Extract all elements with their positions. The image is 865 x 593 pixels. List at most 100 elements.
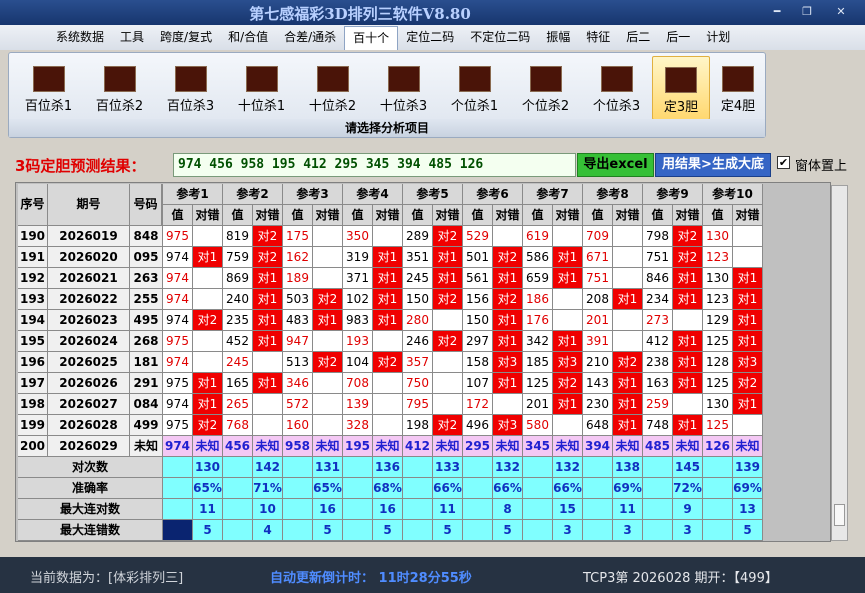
row-key: 193 [18,289,48,310]
result-label: 3码定胆预测结果： [15,155,145,176]
sub-header: 值 [523,205,553,226]
menu-item[interactable]: 系统数据 [48,26,112,50]
ref-result: 对3 [733,352,763,373]
ref-value: 125 [523,373,553,394]
ref-result: 对1 [673,352,703,373]
toolbar-button[interactable]: 个位杀3 [581,56,652,118]
toolbar-buttons: 百位杀1百位杀2百位杀3十位杀1十位杀2十位杀3个位杀1个位杀2个位杀3定3胆定… [13,56,766,120]
summary-value: 132 [493,457,523,478]
row-key: 848 [130,226,163,247]
ref-value: 319 [343,247,373,268]
toolbar-button[interactable]: 百位杀1 [13,56,84,118]
sub-header: 值 [163,205,193,226]
scrollbar[interactable] [831,185,848,541]
toolbar-panel: 百位杀1百位杀2百位杀3十位杀1十位杀2十位杀3个位杀1个位杀2个位杀3定3胆定… [8,52,766,138]
menu-item[interactable]: 特征 [578,26,618,50]
checkbox-label[interactable]: 窗体置上 [795,155,847,174]
ref-value: 947 [283,331,313,352]
result-field[interactable]: 974 456 958 195 412 295 345 394 485 126 [173,153,576,177]
menu-item[interactable]: 定位二码 [398,26,462,50]
ref-value: 748 [643,415,673,436]
ref-result [313,373,343,394]
toolbar-button[interactable]: 个位杀1 [439,56,510,118]
ref-result: 对1 [493,268,523,289]
summary-spacer [583,457,613,478]
ref-value: 394 [583,436,613,457]
ref-value: 195 [343,436,373,457]
summary-spacer [583,499,613,520]
toolbar-button[interactable]: 十位杀2 [297,56,368,118]
ref-value: 125 [703,415,733,436]
ref-value: 619 [523,226,553,247]
ref-value: 185 [523,352,553,373]
summary-spacer [643,457,673,478]
maximize-button[interactable]: ❐ [796,4,818,20]
toolbar-button[interactable]: 定3胆 [652,56,710,120]
menu-item[interactable]: 计划 [698,26,738,50]
ref-value: 345 [523,436,553,457]
ref-result: 对1 [673,373,703,394]
button-icon [33,66,65,92]
row-key: 181 [130,352,163,373]
ref-value: 129 [703,310,733,331]
generate-button[interactable]: 用结果>生成大底 [655,153,771,177]
menu-item[interactable]: 振幅 [538,26,578,50]
menu-item[interactable]: 工具 [112,26,152,50]
summary-value: 142 [253,457,283,478]
ref-value: 975 [163,331,193,352]
summary-value: 5 [733,520,763,541]
summary-value: 66% [433,478,463,499]
ref-result: 未知 [373,436,403,457]
menu-item[interactable]: 不定位二码 [462,26,538,50]
toolbar-button[interactable]: 百位杀2 [84,56,155,118]
summary-spacer [283,520,313,541]
sub-header: 对错 [313,205,343,226]
ref-result [613,247,643,268]
summary-value: 16 [313,499,343,520]
row-key: 2026021 [48,268,130,289]
ref-result: 对1 [373,247,403,268]
close-button[interactable]: ✕ [830,4,852,20]
toolbar-button[interactable]: 定4胆 [710,56,766,118]
ref-value: 561 [463,268,493,289]
group-header: 参考9 [643,184,703,205]
summary-spacer [223,499,253,520]
ref-value: 165 [223,373,253,394]
ref-result [373,331,403,352]
summary-label: 对次数 [18,457,163,478]
button-label: 定4胆 [710,95,766,114]
ref-result [613,331,643,352]
button-icon [175,66,207,92]
summary-spacer [463,499,493,520]
summary-value: 71% [253,478,283,499]
toolbar-button[interactable]: 百位杀3 [155,56,226,118]
summary-spacer [463,478,493,499]
ref-result [253,394,283,415]
row-key: 2026024 [48,331,130,352]
button-icon [722,66,754,92]
scroll-thumb[interactable] [834,504,845,526]
summary-spacer [223,457,253,478]
menu-item[interactable]: 合差/通杀 [276,26,344,50]
ref-value: 958 [283,436,313,457]
summary-value: 15 [553,499,583,520]
toolbar-button[interactable]: 个位杀2 [510,56,581,118]
minimize-button[interactable]: ━ [766,4,788,20]
export-button[interactable]: 导出excel [577,153,654,177]
ref-result: 对1 [553,268,583,289]
menu-item[interactable]: 和/合值 [220,26,276,50]
ref-value: 193 [343,331,373,352]
checkbox[interactable]: ✔ [777,156,790,169]
ref-value: 974 [163,310,193,331]
toolbar-button[interactable]: 十位杀3 [368,56,439,118]
toolbar-button[interactable]: 十位杀1 [226,56,297,118]
ref-result: 对1 [553,394,583,415]
menu-item[interactable]: 跨度/复式 [152,26,220,50]
menu-item[interactable]: 后二 [618,26,658,50]
sub-header: 对错 [493,205,523,226]
menu-item[interactable]: 后一 [658,26,698,50]
ref-result: 对1 [493,310,523,331]
ref-value: 201 [583,310,613,331]
ref-value: 328 [343,415,373,436]
menu-item[interactable]: 百十个 [344,26,398,50]
